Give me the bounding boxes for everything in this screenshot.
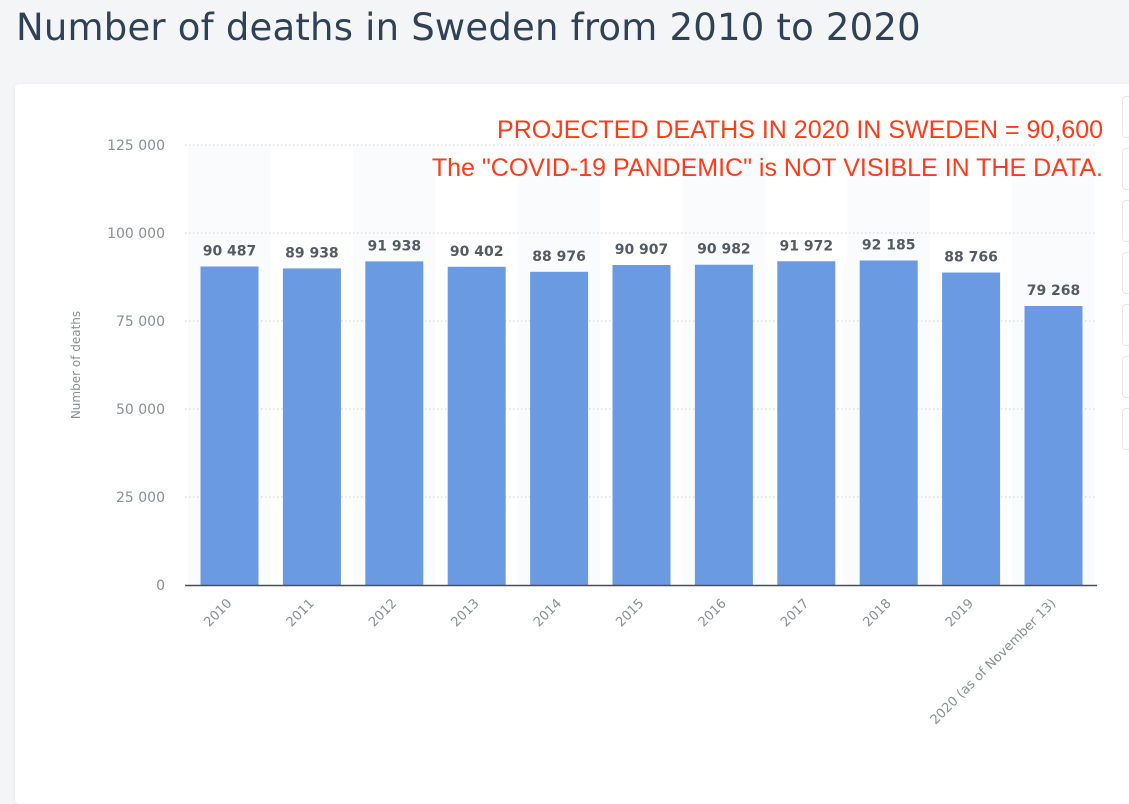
y-axis-ticks: 0 25 000 50 000 75 000 100 000 125 000: [107, 138, 165, 594]
data-labels: 90 487 89 938 91 938 90 402 88 976 90 907 90 9…: [203, 238, 1081, 299]
data-label: 91 938: [368, 238, 422, 254]
side-panel-tab[interactable]: [1122, 96, 1129, 138]
data-label: 90 982: [697, 242, 751, 258]
x-tick-label: 2011: [284, 596, 318, 630]
y-axis-title: Number of deaths: [69, 311, 83, 419]
page-title: Number of deaths in Sweden from 2010 to …: [16, 6, 921, 49]
data-label: 90 907: [615, 242, 669, 258]
side-panel-tab[interactable]: [1122, 304, 1129, 346]
x-tick-label: 2019: [943, 596, 977, 630]
bar[interactable]: [942, 272, 1001, 585]
x-axis-ticks: 2010 2011 2012 2013 2014 2015 2016 2017 2018 2019…: [201, 596, 1059, 728]
side-panel-tab[interactable]: [1122, 408, 1129, 450]
bar[interactable]: [1024, 305, 1083, 585]
x-tick-label: 2014: [531, 596, 565, 630]
y-tick-label: 25 000: [116, 490, 165, 506]
side-panel-tab[interactable]: [1122, 252, 1129, 294]
side-panel-tab[interactable]: [1122, 148, 1129, 190]
bar[interactable]: [282, 268, 341, 585]
data-label: 91 972: [780, 238, 834, 254]
x-tick-label: 2016: [696, 596, 730, 630]
bar[interactable]: [200, 266, 259, 585]
x-tick-label: 2015: [613, 596, 647, 630]
y-tick-label: 100 000: [107, 226, 165, 242]
side-panel-tab[interactable]: [1122, 200, 1129, 242]
bar[interactable]: [694, 264, 753, 585]
y-tick-label: 125 000: [107, 138, 165, 154]
data-label: 90 402: [450, 244, 504, 260]
bar[interactable]: [447, 266, 506, 585]
side-panel-tab[interactable]: [1122, 356, 1129, 398]
data-label: 92 185: [862, 238, 916, 254]
x-tick-label: 2018: [861, 596, 895, 630]
x-tick-label: 2017: [778, 596, 812, 630]
x-tick-label: 2012: [366, 596, 400, 630]
bar[interactable]: [777, 261, 836, 585]
data-label: 90 487: [203, 243, 257, 259]
data-label: 79 268: [1027, 283, 1081, 299]
x-tick-label: 2013: [449, 596, 483, 630]
y-tick-label: 0: [156, 578, 165, 594]
annotation-projected-deaths: PROJECTED DEATHS IN 2020 IN SWEDEN = 90,…: [497, 116, 1103, 144]
bar[interactable]: [530, 271, 589, 585]
data-label: 88 976: [532, 249, 586, 265]
bar[interactable]: [612, 265, 671, 585]
annotation-covid-note: The "COVID-19 PANDEMIC" is NOT VISIBLE I…: [431, 154, 1103, 182]
x-tick-label: 2010: [201, 596, 235, 630]
y-tick-label: 75 000: [116, 314, 165, 330]
data-label: 89 938: [285, 245, 339, 261]
bar[interactable]: [365, 261, 424, 585]
y-tick-label: 50 000: [116, 402, 165, 418]
bars: [200, 260, 1083, 585]
bar[interactable]: [859, 260, 918, 585]
data-label: 88 766: [944, 250, 998, 266]
